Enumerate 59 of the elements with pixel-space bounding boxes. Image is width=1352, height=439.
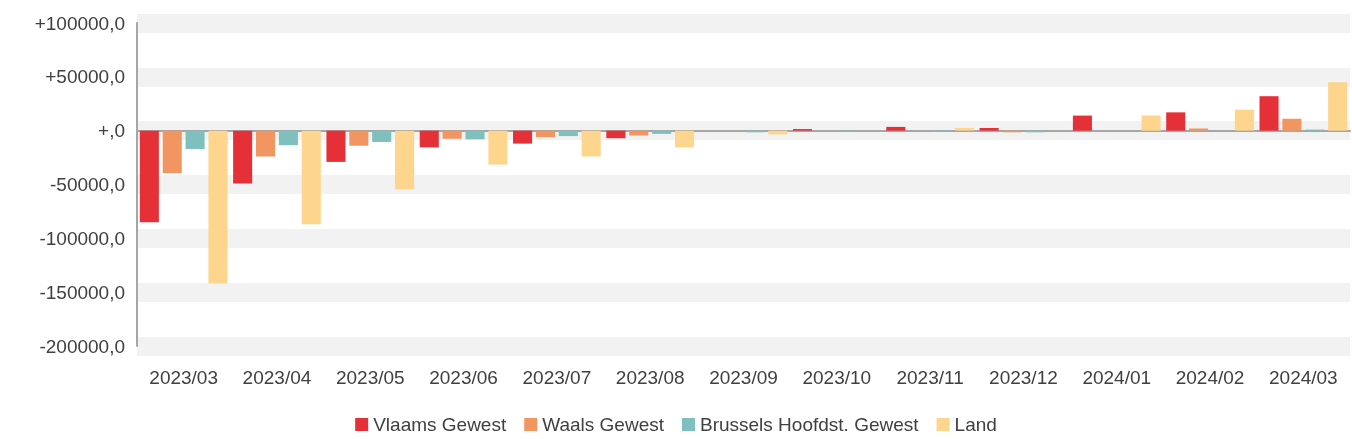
bar [185,130,205,149]
x-tick-label: 2024/01 [1082,367,1152,388]
bar [395,130,415,190]
bar [139,130,159,223]
x-tick-label: 2024/02 [1175,367,1245,388]
bar [326,130,346,162]
bar [208,130,228,284]
bar [513,130,533,144]
bar [442,130,462,139]
y-tick-label: +,0 [98,120,125,142]
x-tick-label: 2023/10 [802,367,872,388]
bar [1166,112,1186,131]
y-tick-label: -200000,0 [39,335,125,357]
bar [954,127,974,131]
bar [1259,96,1279,131]
y-tick-label: -100000,0 [39,227,125,249]
bar [674,130,695,148]
x-tick-label: 2023/06 [429,367,498,388]
bar [1141,115,1161,131]
bar [233,130,253,184]
bar [1189,128,1209,131]
bar [1282,118,1302,131]
x-tick-label: 2023/11 [896,367,964,388]
x-tick-label: 2023/12 [989,367,1058,388]
y-tick-label: -150000,0 [39,281,125,303]
bar [488,130,508,165]
bar [255,130,276,157]
x-tick-label: 2023/07 [522,367,592,388]
legend-label: Land [954,414,997,435]
bar [606,130,626,139]
x-tick-label: 2023/04 [242,367,312,388]
legend-label: Brussels Hoofdst. Gewest [699,414,920,435]
bar [372,130,392,142]
y-tick-label: -50000,0 [49,174,125,195]
bar [162,130,182,174]
bar [535,130,555,138]
bar [558,130,578,137]
legend-label: Waals Gewest [542,414,665,435]
y-tick-label: +50000,0 [45,66,125,88]
legend-label: Vlaams Gewest [373,414,507,435]
x-tick-label: 2023/09 [709,367,778,388]
bar [1328,82,1348,131]
bar [1072,115,1092,131]
x-tick-label: 2023/08 [615,367,685,388]
bar [979,127,999,131]
bar [581,130,601,157]
bar [419,130,439,148]
bar [349,130,369,146]
x-tick-label: 2023/03 [149,367,218,388]
bar [886,126,906,131]
x-tick-label: 2023/05 [335,367,405,388]
bar [629,130,649,136]
x-tick-label: 2024/03 [1269,367,1338,388]
bar [1234,109,1254,131]
bar [301,130,321,225]
bar [465,130,485,140]
y-tick-label: +100000,0 [34,12,125,34]
bar [652,130,672,134]
bar [278,130,298,146]
